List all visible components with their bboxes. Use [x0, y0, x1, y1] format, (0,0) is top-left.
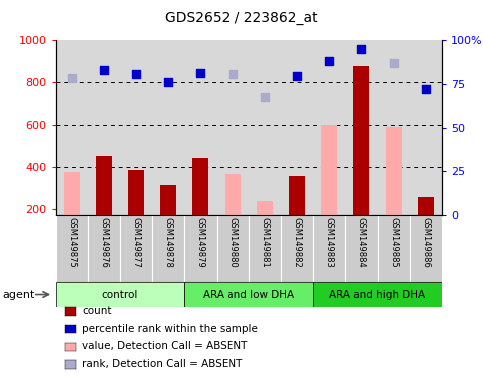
Text: GDS2652 / 223862_at: GDS2652 / 223862_at [165, 11, 318, 25]
Text: GSM149878: GSM149878 [164, 217, 173, 268]
Text: GSM149886: GSM149886 [421, 217, 430, 268]
Point [357, 46, 365, 52]
Bar [313, 215, 345, 282]
Point [132, 71, 140, 77]
Bar [249, 215, 281, 282]
Bar [257, 201, 273, 215]
Point [164, 79, 172, 86]
Bar [418, 197, 434, 215]
Bar [354, 66, 369, 215]
Point [229, 71, 237, 77]
Text: GSM149879: GSM149879 [196, 217, 205, 268]
Bar [120, 215, 152, 282]
Bar [56, 215, 88, 282]
Text: GSM149885: GSM149885 [389, 217, 398, 268]
Point [197, 70, 204, 76]
Text: control: control [102, 290, 138, 300]
Bar [345, 215, 378, 282]
Text: percentile rank within the sample: percentile rank within the sample [82, 324, 258, 334]
Bar [225, 174, 241, 215]
Bar [185, 215, 216, 282]
Text: ARA and high DHA: ARA and high DHA [329, 290, 426, 300]
Text: GSM149877: GSM149877 [131, 217, 141, 268]
Text: count: count [82, 306, 112, 316]
Point [390, 60, 398, 66]
Bar [321, 124, 337, 215]
Bar [185, 282, 313, 307]
Point [422, 86, 430, 92]
Text: GSM149883: GSM149883 [325, 217, 334, 268]
Text: ARA and low DHA: ARA and low DHA [203, 290, 294, 300]
Text: GSM149882: GSM149882 [293, 217, 301, 268]
Text: GSM149876: GSM149876 [99, 217, 108, 268]
Point [293, 73, 301, 79]
Text: GSM149881: GSM149881 [260, 217, 270, 268]
Bar [216, 215, 249, 282]
Bar [192, 158, 209, 215]
Bar [152, 215, 185, 282]
Point [326, 58, 333, 65]
Bar [385, 127, 402, 215]
Point [261, 94, 269, 100]
Bar [410, 215, 442, 282]
Bar [96, 156, 112, 215]
Bar [378, 215, 410, 282]
Text: GSM149884: GSM149884 [357, 217, 366, 268]
Point [100, 67, 108, 73]
Bar [56, 282, 185, 307]
Text: value, Detection Call = ABSENT: value, Detection Call = ABSENT [82, 341, 247, 351]
Bar [281, 215, 313, 282]
Bar [289, 176, 305, 215]
Text: agent: agent [2, 290, 35, 300]
Bar [160, 185, 176, 215]
Text: rank, Detection Call = ABSENT: rank, Detection Call = ABSENT [82, 359, 242, 369]
Bar [64, 172, 80, 215]
Text: GSM149875: GSM149875 [67, 217, 76, 268]
Bar [313, 282, 442, 307]
Bar [128, 170, 144, 215]
Point [68, 75, 75, 81]
Bar [88, 215, 120, 282]
Text: GSM149880: GSM149880 [228, 217, 237, 268]
